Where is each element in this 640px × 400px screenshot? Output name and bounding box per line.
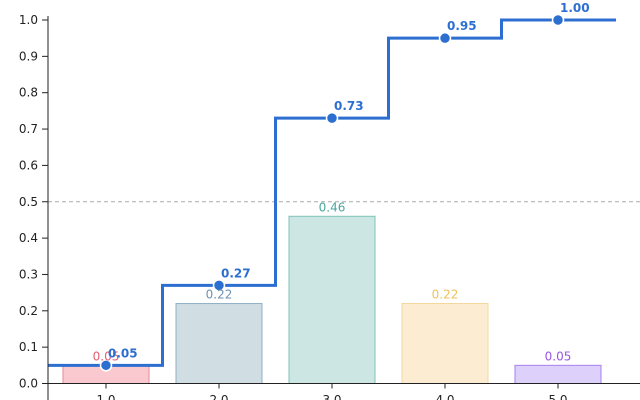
cumulative-value-label: 0.27 [221, 266, 251, 280]
bar-value-label: 0.22 [206, 288, 233, 302]
cumulative-value-label: 0.73 [334, 99, 364, 113]
cumulative-value-label: 0.95 [447, 19, 477, 33]
y-tick-label: 0.8 [19, 86, 38, 100]
cumulative-point [325, 111, 339, 125]
y-tick-label: 0.1 [19, 340, 38, 354]
y-tick-label: 0.9 [19, 49, 38, 63]
cumulative-value-label: 1.00 [560, 1, 590, 15]
cumulative-step-layer [48, 13, 616, 372]
labels-layer: 0.050.220.460.220.050.050.270.730.951.00 [93, 1, 590, 363]
bar-value-label: 0.46 [319, 200, 346, 214]
cumulative-value-label: 0.05 [108, 346, 138, 360]
axes-layer: 0.0 0.1 0.2 0.3 0.4 0.5 0.6 0.7 0.8 0.9 1.0 1.0 2.0 3… [19, 13, 640, 400]
x-tick-label: 5.0 [548, 393, 567, 400]
cumulative-point [212, 279, 226, 292]
cumulative-point [438, 31, 452, 45]
x-tick-label: 4.0 [435, 393, 454, 400]
x-tick-label: 2.0 [209, 393, 228, 400]
bars-layer [62, 215, 602, 385]
bar-value-label: 0.05 [93, 349, 120, 363]
cumulative-point [551, 13, 565, 27]
y-tick-label: 1.0 [19, 13, 38, 27]
bar [288, 215, 376, 384]
cumulative-point [99, 359, 113, 372]
bar-value-label: 0.22 [432, 288, 459, 302]
y-tick-label: 0.5 [19, 195, 38, 209]
bar [514, 364, 602, 385]
y-tick-label: 0.2 [19, 304, 38, 318]
y-tick-label: 0.6 [19, 158, 38, 172]
bar [175, 303, 263, 384]
y-tick-label: 0.7 [19, 122, 38, 136]
y-tick-label: 0.3 [19, 267, 38, 281]
bar-value-label: 0.05 [545, 349, 572, 363]
x-tick-label: 3.0 [322, 393, 341, 400]
y-tick-label: 0.0 [19, 377, 38, 391]
x-tick-label: 1.0 [96, 393, 115, 400]
bar [401, 303, 489, 384]
y-tick-label: 0.4 [19, 231, 38, 245]
